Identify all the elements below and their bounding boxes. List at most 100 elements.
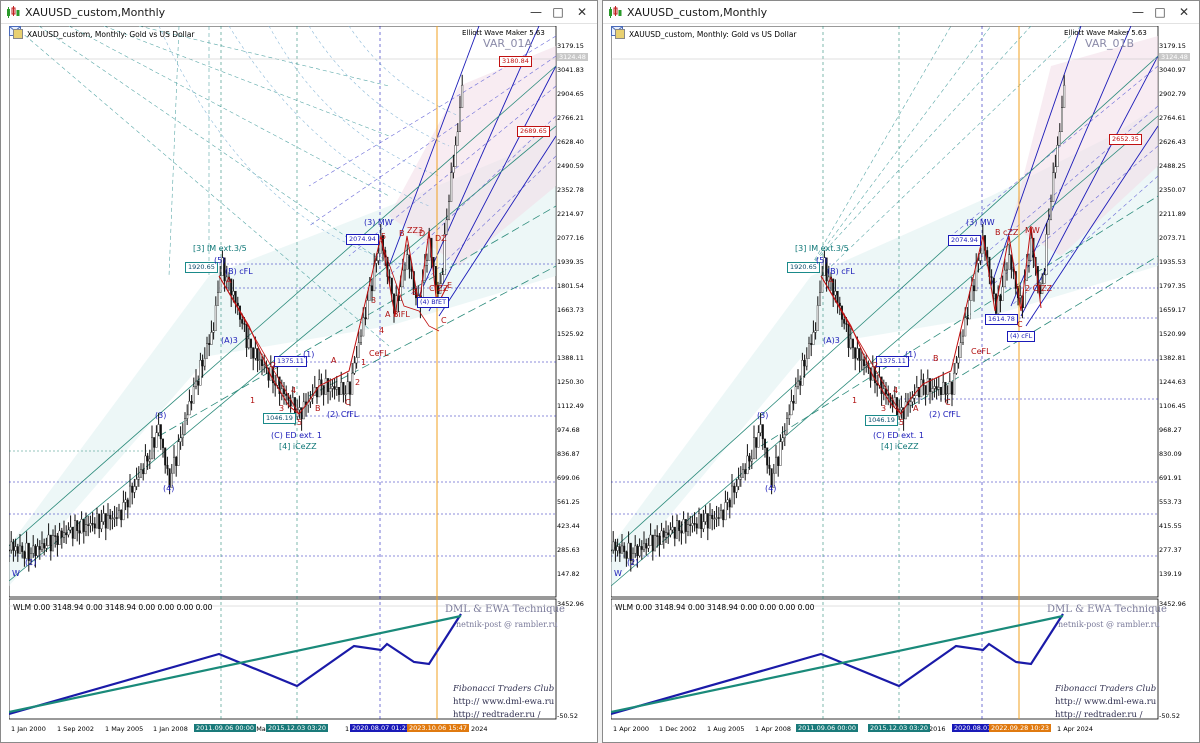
window-titlebar[interactable]: XAUUSD_custom,Monthly — □ ✕ <box>1 1 597 24</box>
minimize-button[interactable]: — <box>1132 5 1144 19</box>
price-bar-body <box>357 342 360 358</box>
price-bar-body <box>962 335 965 343</box>
price-bar-body <box>300 407 303 420</box>
price-bar-body <box>199 360 202 386</box>
price-bar-body <box>700 513 703 530</box>
price-bar-body <box>100 521 103 530</box>
chart-canvas[interactable] <box>9 26 590 742</box>
price-bar-body <box>658 535 661 545</box>
time-tick: 1 Apr 2008 <box>755 725 792 733</box>
price-bar-body <box>913 395 916 399</box>
price-tick: 277.37 <box>1159 546 1182 554</box>
price-tick: 2073.71 <box>1159 234 1186 242</box>
price-bar-body <box>728 499 731 508</box>
price-bar-body <box>164 447 167 466</box>
price-bar-body <box>298 407 301 411</box>
price-bar-body <box>1019 295 1022 299</box>
wave-label: (3) <box>155 411 167 420</box>
price-bar-body <box>375 260 378 264</box>
price-bar-body <box>665 532 668 538</box>
credits-site[interactable]: http:// www.dml-ewa.ru <box>1055 697 1157 707</box>
price-bar-body <box>1052 172 1055 202</box>
price-bar-body <box>179 437 182 442</box>
price-bar-body <box>649 534 652 546</box>
credits-site[interactable]: http:// redtrader.ru / <box>1055 710 1143 720</box>
chart-window-right[interactable]: XAUUSD_custom,Monthly — □ ✕ <box>602 0 1200 743</box>
window-titlebar[interactable]: XAUUSD_custom,Monthly — □ ✕ <box>603 1 1199 24</box>
wlm-indicator-line <box>9 613 462 716</box>
price-bar-body <box>188 401 191 416</box>
chart-area[interactable]: XAUUSD_custom, Monthly: Gold vs US Dolla… <box>9 26 590 742</box>
price-bar-body <box>726 499 729 503</box>
close-button[interactable]: ✕ <box>1178 5 1190 19</box>
price-bar-body <box>618 546 621 554</box>
price-bar-body <box>139 469 142 478</box>
price-bar-body <box>836 290 839 304</box>
price-bar-body <box>388 276 391 279</box>
price-tick: 139.19 <box>1159 570 1182 578</box>
price-bar-body <box>80 519 83 534</box>
price-bar-body <box>258 359 261 361</box>
chart-area[interactable]: XAUUSD_custom, Monthly: Gold vs US Dolla… <box>611 26 1192 742</box>
chart-window-left[interactable]: XAUUSD_custom,Monthly — □ ✕ <box>0 0 598 743</box>
variant-label: VAR_01B <box>1085 37 1135 50</box>
price-bar-body <box>673 526 676 539</box>
price-bar-body <box>38 546 41 550</box>
price-bar-body <box>71 526 74 539</box>
price-bar-body <box>735 486 738 493</box>
price-bar-body <box>78 530 81 534</box>
price-tick: 974.68 <box>557 426 580 434</box>
price-bar-body <box>133 486 136 493</box>
indicator-tick-min: -50.52 <box>1159 712 1180 720</box>
wave-label: 4 <box>893 386 899 395</box>
price-bar-body <box>781 437 784 442</box>
credits-site[interactable]: http:// www.dml-ewa.ru <box>453 697 555 707</box>
price-bar-body <box>190 401 193 404</box>
time-tick: 2024 <box>471 725 488 733</box>
price-bar-body <box>981 235 984 254</box>
close-button[interactable]: ✕ <box>576 5 588 19</box>
price-bar-body <box>849 338 852 348</box>
price-tick: 1659.17 <box>1159 306 1186 314</box>
credits-club: Fibonacci Traders Club <box>1055 684 1157 694</box>
price-bar-body <box>316 386 319 398</box>
price-bar-body <box>371 285 374 292</box>
chart-canvas[interactable] <box>611 26 1192 742</box>
price-bar-body <box>278 376 281 394</box>
price-bar-body <box>783 434 786 439</box>
price-bar-body <box>999 295 1002 301</box>
price-bar-body <box>869 367 872 381</box>
price-bar-body <box>829 276 832 280</box>
price-bar-body <box>904 401 907 420</box>
price-bar-body <box>858 348 861 361</box>
price-bar-body <box>920 379 923 398</box>
maximize-button[interactable]: □ <box>552 5 564 19</box>
minimize-button[interactable]: — <box>530 5 542 19</box>
chart-window-icon <box>7 6 20 18</box>
price-bar-body <box>741 469 744 478</box>
price-tick: 1112.49 <box>557 402 584 410</box>
price-bar-body <box>755 437 758 448</box>
price-bar-body <box>115 517 118 519</box>
price-tick: 553.73 <box>1159 498 1182 506</box>
price-bar-body <box>109 514 112 519</box>
maximize-button[interactable]: □ <box>1154 5 1166 19</box>
price-bar-body <box>992 277 995 294</box>
price-box: 3180.84 <box>499 56 532 67</box>
wave-label: (B) cFL <box>827 267 855 276</box>
price-bar-body <box>208 343 211 345</box>
indicator-tick-max: 3452.96 <box>557 600 584 608</box>
price-bar-body <box>452 166 455 173</box>
price-bar-body <box>82 519 85 532</box>
price-bar-body <box>87 524 90 526</box>
time-tick: 1 Jan 2000 <box>11 725 46 733</box>
price-bar-body <box>862 359 865 366</box>
price-box: 1375.11 <box>274 356 307 367</box>
price-bar-body <box>1054 166 1057 173</box>
price-bar-body <box>342 381 345 395</box>
price-bar-body <box>377 253 380 261</box>
price-bar-body <box>959 342 962 358</box>
wave-label: (4) <box>163 484 175 493</box>
price-bar-body <box>911 397 914 403</box>
credits-site[interactable]: http:// redtrader.ru / <box>453 710 541 720</box>
